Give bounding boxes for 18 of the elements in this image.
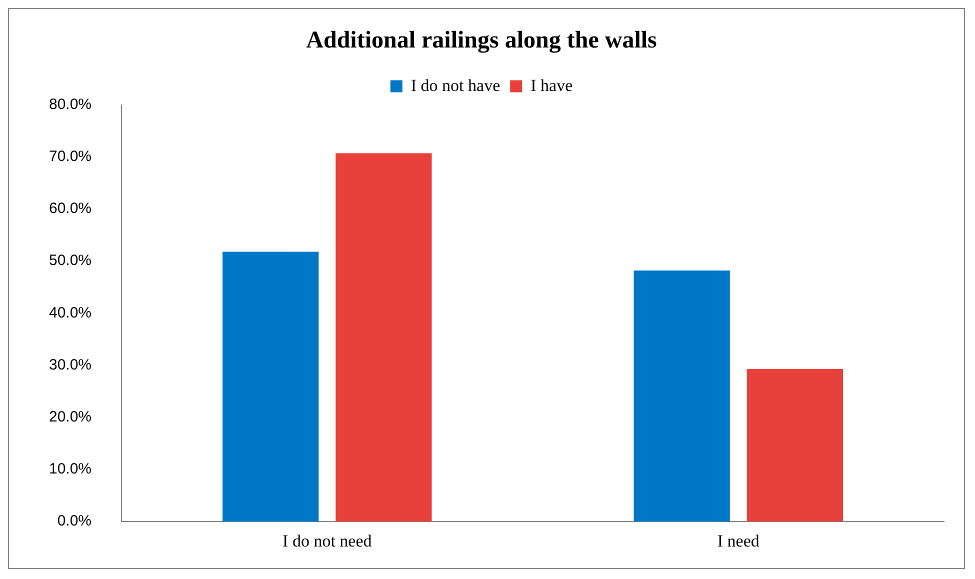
legend-label: I have: [530, 76, 573, 95]
bar: [746, 368, 843, 522]
chart-title: Additional railings along the walls: [306, 28, 657, 54]
y-tick-label: 70.0%: [48, 148, 92, 166]
y-tick-label: 20.0%: [48, 408, 92, 426]
x-tick-label: I need: [717, 531, 760, 550]
y-tick-label: 80.0%: [48, 96, 92, 113]
bar: [336, 153, 432, 522]
y-tick-label: 30.0%: [48, 356, 92, 374]
y-tick-label: 50.0%: [48, 252, 92, 270]
bar: [222, 252, 319, 522]
y-tick-label: 40.0%: [48, 304, 92, 322]
y-tick-label: 0.0%: [57, 512, 92, 530]
x-tick-label: I do not need: [282, 531, 372, 550]
y-tick-label: 60.0%: [48, 200, 92, 218]
legend-label: I do not have: [410, 76, 500, 95]
y-tick-label: 10.0%: [48, 460, 92, 478]
bar: [634, 270, 730, 522]
